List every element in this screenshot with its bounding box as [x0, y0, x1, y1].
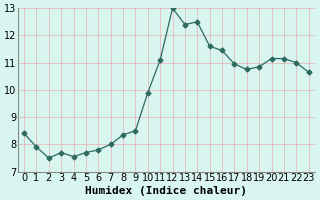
X-axis label: Humidex (Indice chaleur): Humidex (Indice chaleur) [85, 186, 247, 196]
